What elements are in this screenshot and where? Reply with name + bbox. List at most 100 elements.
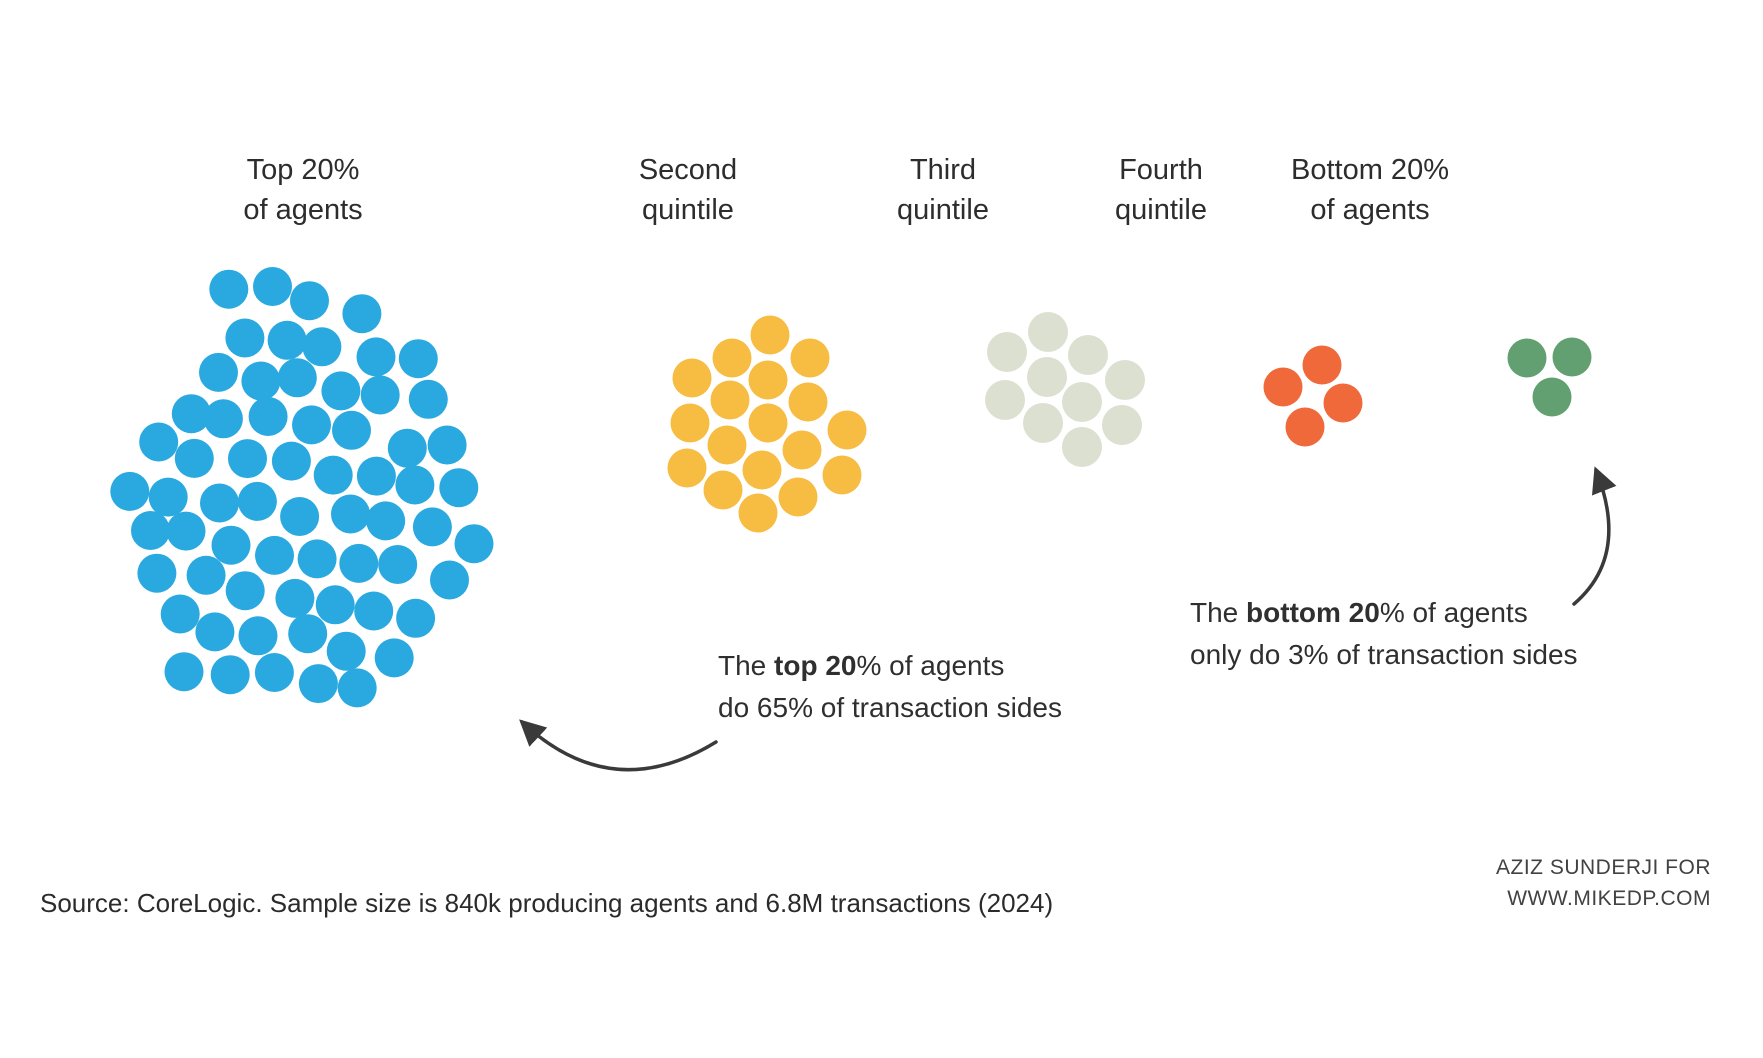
dot-top-20 — [110, 471, 150, 511]
quintile-label-line1: Top 20% — [246, 154, 360, 186]
dot-third-quintile — [1023, 403, 1063, 443]
dot-top-20 — [326, 631, 366, 671]
dot-top-20 — [209, 269, 249, 309]
dot-top-20 — [395, 465, 435, 505]
arrow-to-top-cluster-icon — [519, 719, 718, 772]
quintile-label-third: Third quintile — [897, 150, 989, 230]
dot-top-20 — [408, 379, 448, 419]
dot-top-20 — [253, 267, 292, 306]
dot-second-quintile — [703, 470, 743, 510]
cluster-third-quintile — [985, 312, 1145, 467]
dot-top-20 — [210, 655, 250, 695]
dot-third-quintile — [1102, 405, 1142, 445]
annotation-line1: The bottom 20% of agents — [1190, 592, 1578, 634]
annotation-line2: do 65% of transaction sides — [718, 692, 1062, 723]
dot-top-20 — [211, 525, 251, 565]
dot-second-quintile — [670, 403, 710, 443]
dot-third-quintile — [1105, 360, 1145, 400]
dot-top-20 — [313, 455, 353, 495]
dot-top-20 — [332, 410, 371, 450]
dot-second-quintile — [712, 338, 752, 378]
dot-top-20 — [339, 543, 379, 583]
arrow-to-bottom-cluster-icon — [1572, 466, 1617, 606]
dot-top-20 — [302, 327, 342, 367]
quintile-label-line2: of agents — [1310, 194, 1430, 226]
dot-second-quintile — [742, 450, 782, 490]
quintile-label-line1: Third — [909, 154, 977, 186]
dot-top-20 — [412, 507, 452, 547]
quintile-label-second: Second quintile — [639, 150, 737, 230]
dot-top-20 — [164, 652, 204, 692]
dot-second-quintile — [750, 315, 790, 355]
dot-second-quintile — [672, 358, 712, 398]
dot-third-quintile — [985, 380, 1025, 420]
dot-third-quintile — [1068, 335, 1108, 375]
annotation-line1: The top 20% of agents — [718, 645, 1062, 687]
cluster-bottom-20 — [1507, 337, 1592, 417]
quintile-label-line2: quintile — [642, 194, 734, 226]
quintile-label-top-20: Top 20% of agents — [243, 150, 362, 230]
dot-top-20 — [396, 598, 436, 638]
source-note: Source: CoreLogic. Sample size is 840k p… — [40, 888, 1054, 918]
dot-top-20 — [199, 352, 238, 392]
dot-top-20 — [321, 371, 361, 411]
dot-top-20 — [225, 571, 265, 611]
dot-top-20 — [331, 494, 370, 534]
dot-top-20 — [238, 616, 278, 656]
dot-fourth-quintile — [1263, 367, 1303, 407]
dot-top-20 — [360, 375, 400, 415]
dot-second-quintile — [710, 380, 750, 420]
cluster-top-20 — [110, 267, 494, 708]
dot-top-20 — [378, 545, 418, 584]
dot-top-20 — [255, 535, 294, 575]
dot-top-20 — [454, 524, 494, 564]
dot-second-quintile — [790, 338, 830, 378]
dot-top-20 — [174, 438, 214, 478]
annotation-text-bold: top 20 — [774, 650, 857, 681]
dot-top-20 — [254, 653, 294, 692]
dot-second-quintile — [822, 455, 862, 495]
dot-top-20 — [275, 578, 315, 618]
dot-third-quintile — [1062, 427, 1102, 467]
quintile-label-bottom-20: Bottom 20% of agents — [1291, 150, 1449, 230]
quintile-label-line2: of agents — [243, 194, 363, 226]
dot-second-quintile — [827, 410, 867, 450]
dot-fourth-quintile — [1285, 407, 1325, 447]
dot-top-20 — [337, 668, 377, 708]
dot-second-quintile — [707, 425, 747, 465]
dot-top-20 — [228, 439, 267, 479]
quintile-label-line1: Bottom 20% — [1291, 154, 1449, 186]
annotation-text: The — [718, 650, 775, 681]
dot-top-20 — [200, 483, 239, 523]
dot-second-quintile — [738, 493, 778, 533]
dot-third-quintile — [1027, 357, 1067, 397]
dot-clusters — [110, 267, 1592, 708]
dot-top-20 — [356, 337, 396, 377]
dot-top-20 — [387, 428, 427, 468]
annotation-text-bold: bottom 20 — [1246, 597, 1380, 628]
dot-top-20 — [297, 539, 337, 579]
dot-top-20 — [139, 422, 179, 462]
dot-bottom-20 — [1552, 337, 1592, 377]
dot-top-20 — [237, 481, 277, 521]
annotation-text: The — [1190, 597, 1247, 628]
dot-third-quintile — [1028, 312, 1068, 352]
dot-top-20 — [241, 361, 281, 401]
dot-top-20 — [366, 501, 406, 541]
dot-top-20 — [267, 320, 307, 360]
dot-second-quintile — [788, 382, 828, 422]
dot-top-20 — [186, 555, 226, 595]
credit-line1: AZIZ SUNDERJI FOR — [1495, 856, 1711, 879]
dot-fourth-quintile — [1323, 383, 1363, 423]
cluster-second-quintile — [667, 315, 867, 533]
dot-top-20 — [398, 339, 438, 379]
dot-top-20 — [148, 477, 188, 517]
dot-top-20 — [288, 614, 328, 654]
credit-line2: WWW.MIKEDP.COM — [1507, 887, 1711, 910]
dot-top-20 — [298, 664, 338, 704]
dot-top-20 — [430, 560, 469, 600]
dot-bottom-20 — [1507, 338, 1547, 378]
quintile-label-line2: quintile — [897, 194, 989, 226]
dot-top-20 — [292, 405, 331, 445]
